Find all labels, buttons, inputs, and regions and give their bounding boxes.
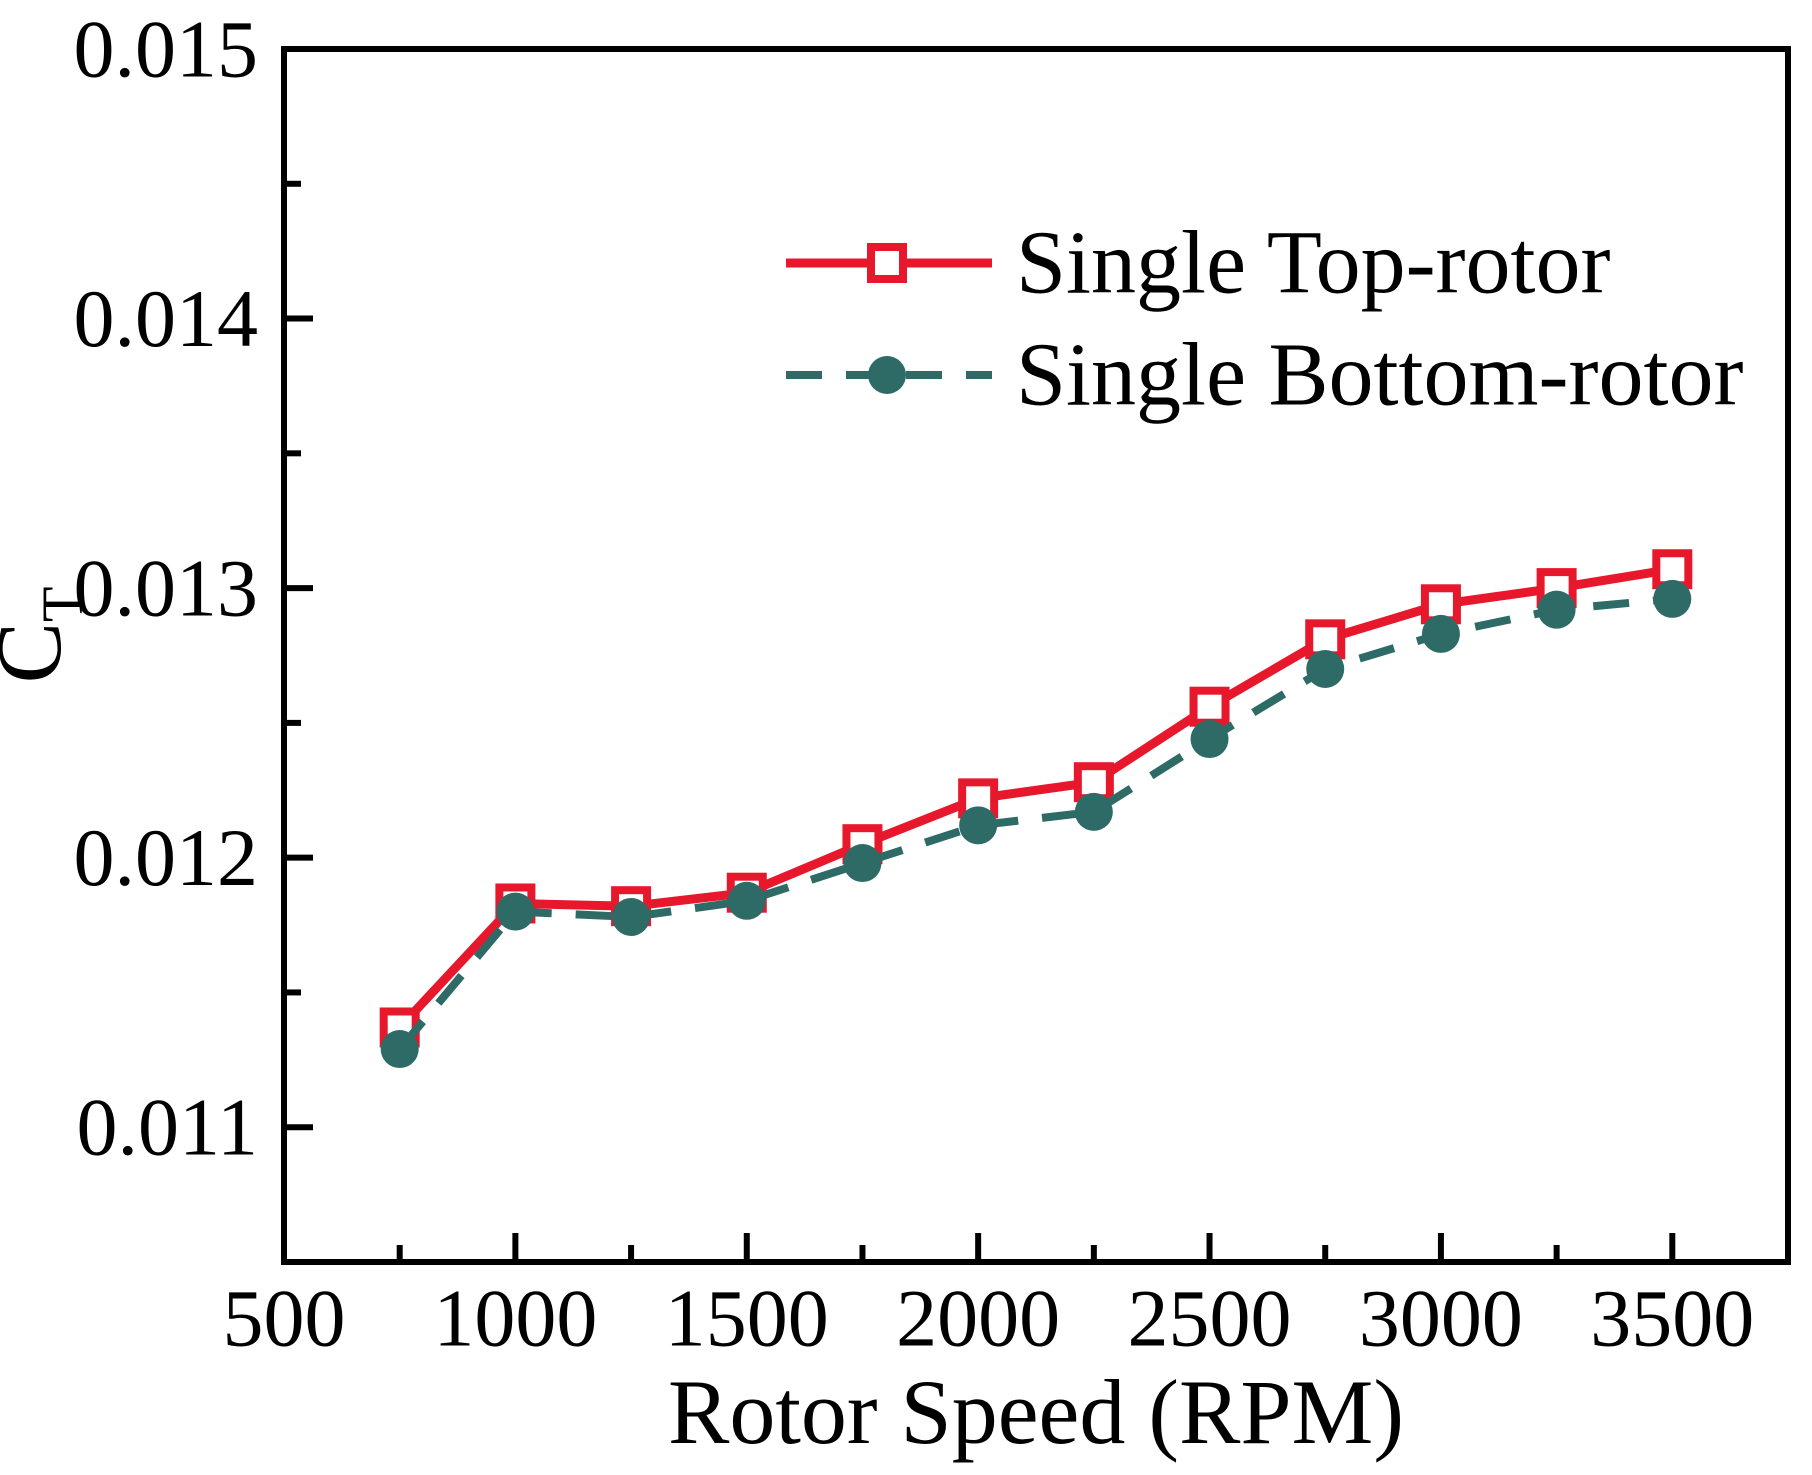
x-tick-label: 2500 (1128, 1273, 1292, 1364)
marker-single-bottom-rotor (1306, 649, 1345, 688)
series-line-single-bottom-rotor (396, 594, 1673, 1052)
x-tick-label: 3000 (1359, 1273, 1523, 1364)
marker-single-bottom-rotor (612, 897, 651, 936)
y-axis-title-main: C (0, 622, 80, 683)
marker-single-bottom-rotor (1653, 579, 1692, 618)
x-tick-label: 1500 (665, 1273, 829, 1364)
marker-single-top-rotor (1189, 686, 1230, 727)
x-tick-label: 2000 (896, 1273, 1060, 1364)
marker-single-bottom-rotor (843, 844, 882, 883)
legend-marker-single-top-rotor (867, 243, 907, 283)
marker-single-bottom-rotor (380, 1030, 419, 1069)
y-tick-label: 0.013 (74, 543, 259, 634)
y-tick-label: 0.012 (74, 812, 259, 903)
plot-border (281, 46, 1791, 1265)
marker-single-bottom-rotor (1074, 792, 1113, 831)
y-tick-label: 0.011 (77, 1082, 258, 1173)
legend-label-single-bottom-rotor: Single Bottom-rotor (1016, 326, 1744, 425)
series-line-single-top-rotor (396, 564, 1674, 1031)
x-tick-label: 3500 (1590, 1273, 1754, 1364)
y-tick-label: 0.014 (74, 273, 259, 364)
marker-single-bottom-rotor (1190, 720, 1229, 759)
y-axis-title: CT (0, 587, 95, 684)
x-tick-label: 500 (223, 1273, 346, 1364)
y-tick-label: 0.015 (74, 4, 259, 95)
y-axis-title-subscript: T (30, 587, 95, 622)
marker-single-bottom-rotor (959, 806, 998, 845)
legend-label-single-top-rotor: Single Top-rotor (1016, 214, 1611, 313)
marker-single-bottom-rotor (1537, 590, 1576, 629)
x-tick-label: 1000 (433, 1273, 597, 1364)
marker-single-bottom-rotor (496, 892, 535, 931)
x-axis-title: Rotor Speed (RPM) (668, 1361, 1404, 1463)
legend-marker-single-bottom-rotor (868, 356, 906, 394)
marker-single-bottom-rotor (727, 881, 766, 920)
marker-single-bottom-rotor (1421, 614, 1460, 653)
